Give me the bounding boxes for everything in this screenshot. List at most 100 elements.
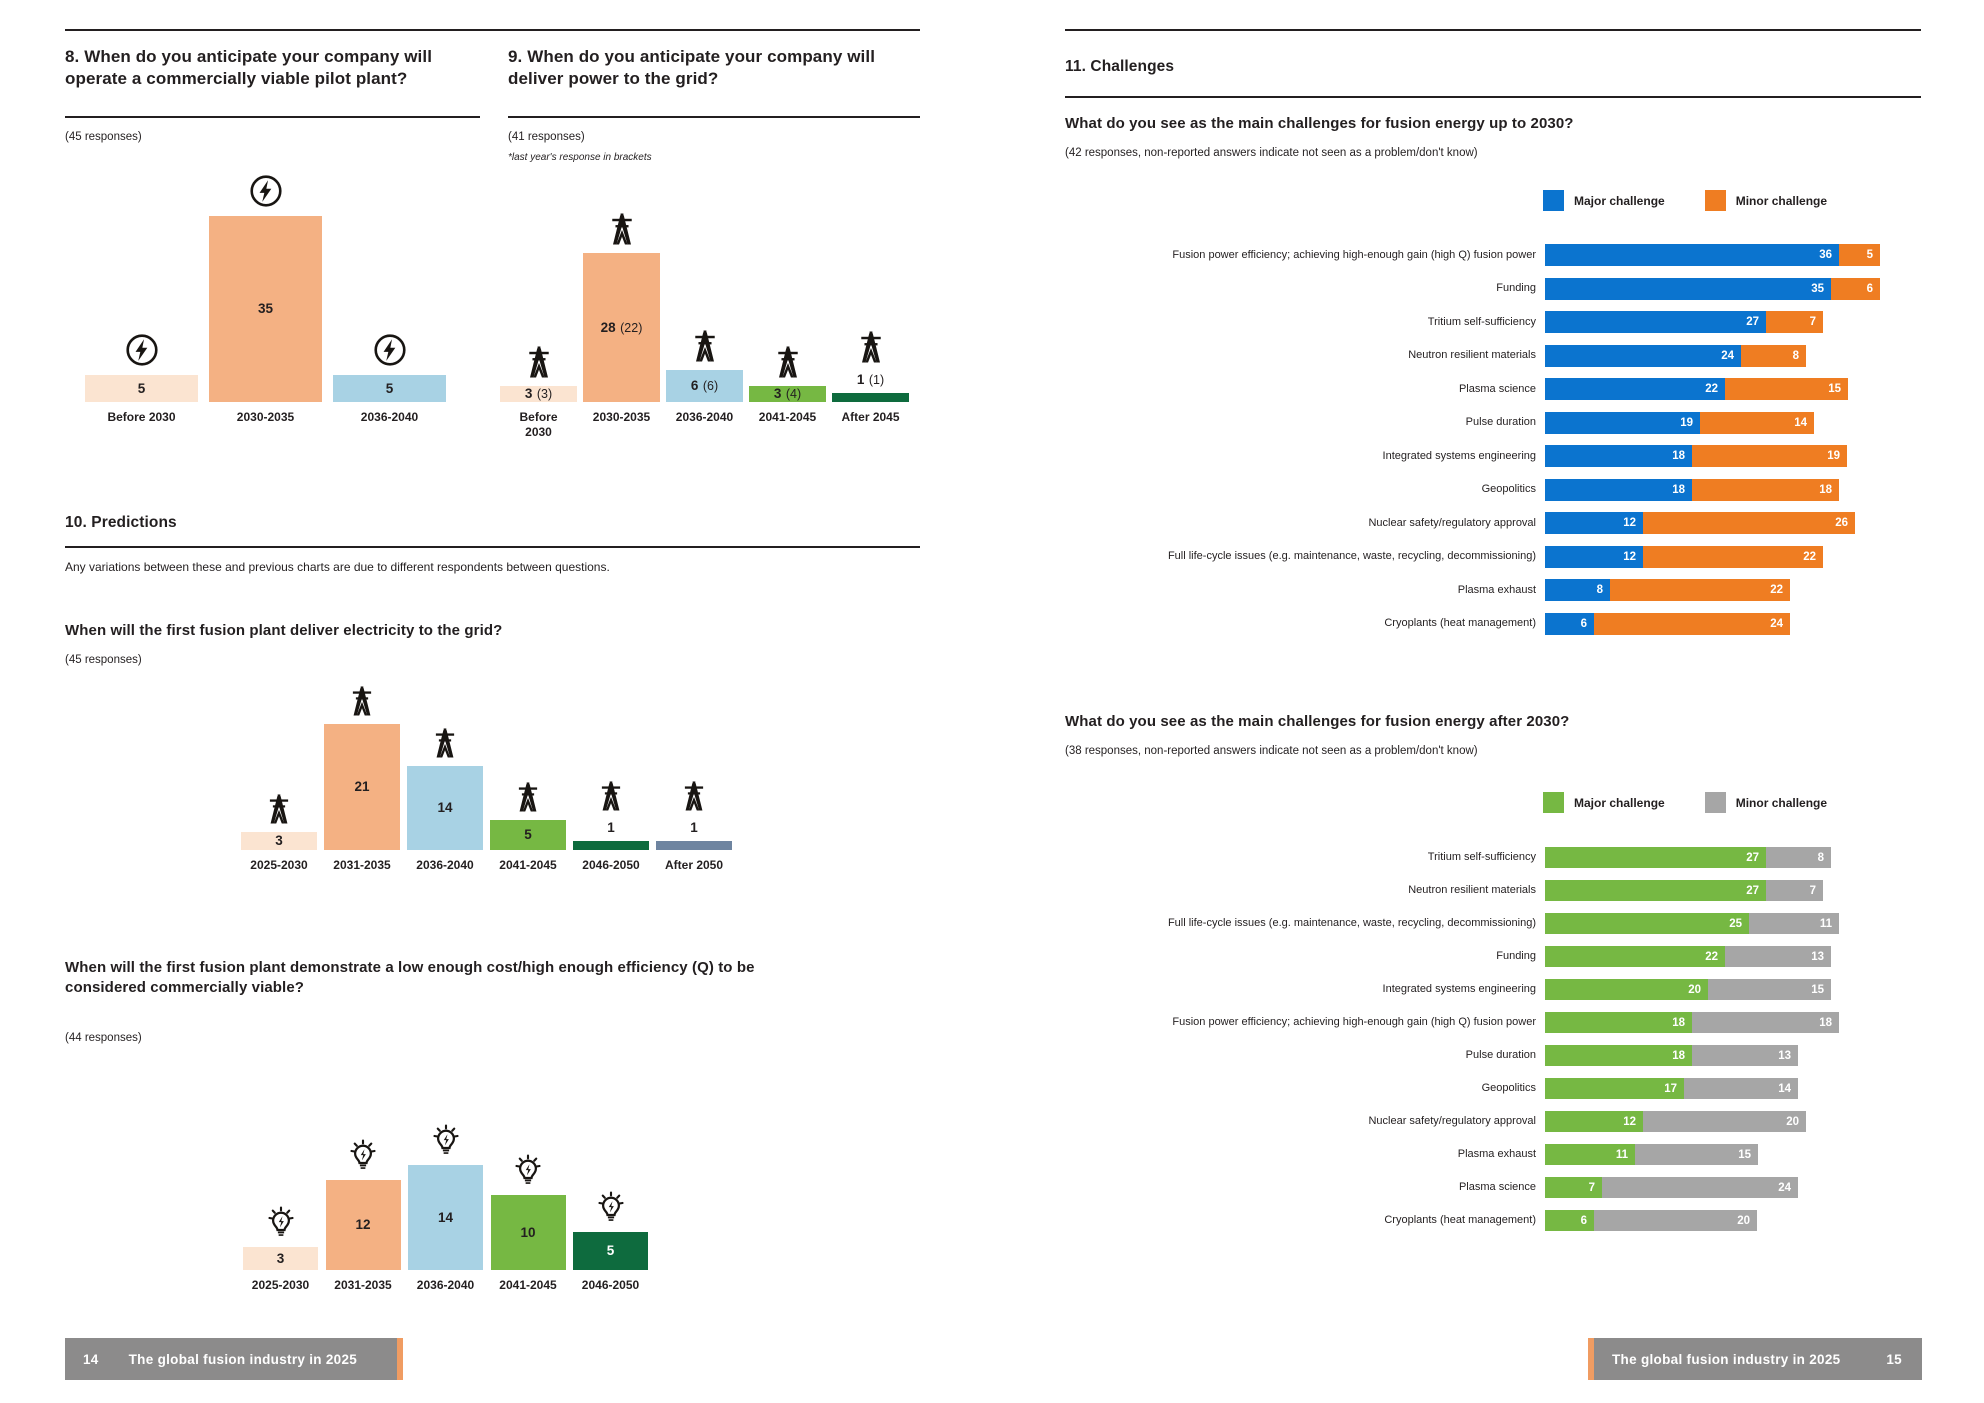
bar-segment-minor: 22 (1643, 545, 1823, 568)
bar-segment-major: 20 (1545, 979, 1708, 1000)
pylon-icon (514, 782, 542, 812)
bar-value-label: 14 (437, 1209, 454, 1225)
bar-value-label: 5 (385, 380, 394, 396)
challenge-row: Pulse duration 19 14 (1065, 411, 1880, 434)
bar-segment-major: 19 (1545, 411, 1700, 434)
bar-value-label: 14 (437, 800, 453, 815)
bulb-icon (348, 1138, 378, 1172)
category-label: 2041-2045 (499, 1278, 557, 1292)
bar-segment-minor: 11 (1749, 913, 1839, 934)
challenge-row: Geopolitics 18 18 (1065, 478, 1880, 501)
bar-After-2050 (656, 841, 732, 850)
bar-segment-major: 6 (1545, 612, 1594, 635)
stacked-bar: 18 19 (1545, 445, 1847, 467)
grid-question-heading: When will the first fusion plant deliver… (65, 622, 503, 639)
bar-value-label: 35 (257, 301, 274, 316)
legend-item-major: Major challenge (1543, 190, 1665, 211)
stacked-bar: 18 13 (1545, 1045, 1798, 1066)
stacked-bar: 27 7 (1545, 880, 1823, 901)
bar-segment-major: 18 (1545, 1012, 1692, 1033)
left-footer-title: The global fusion industry in 2025 (128, 1351, 358, 1367)
bar-segment-minor: 18 (1692, 1012, 1839, 1033)
chart-column: 5 (85, 160, 198, 402)
question-8-responses: (45 responses) (65, 131, 142, 143)
legend-item-minor: Minor challenge (1704, 792, 1828, 813)
bar-segment-major: 35 (1545, 277, 1831, 300)
challenges-after-2030-title: What do you see as the main challenges f… (1065, 713, 1570, 730)
category-label: 2046-2050 (582, 858, 640, 872)
chart-column: 10 (490, 1120, 566, 1270)
bar-segment-major: 22 (1545, 378, 1725, 400)
question-9-responses: (41 responses) (508, 131, 585, 143)
category-label: 2036-2040 (416, 1278, 475, 1292)
bar-2036-2040: 14 (408, 1165, 483, 1270)
chart-column: 1 (656, 700, 732, 850)
chart-column: 35 (209, 160, 322, 402)
row-label: Cryoplants (heat management) (1384, 617, 1536, 630)
challenge-row: Cryoplants (heat management) 6 24 (1065, 612, 1880, 635)
bar-segment-minor: 15 (1635, 1144, 1758, 1165)
bar-segment-minor: 19 (1692, 445, 1847, 467)
section-10-note: Any variations between these and previou… (65, 560, 610, 574)
chart-column: 3 (3) (500, 215, 577, 402)
bar-2031-2035: 12 (325, 1180, 401, 1270)
category-label: 2041-2045 (499, 858, 557, 872)
bar-segment-major: 18 (1545, 1045, 1692, 1066)
bar-segment-major: 11 (1545, 1144, 1635, 1165)
bar-segment-major: 17 (1545, 1078, 1684, 1099)
stacked-bar: 6 24 (1545, 612, 1790, 635)
bar-segment-major: 12 (1545, 545, 1643, 568)
bar-value-label: 10 (520, 1224, 536, 1240)
challenge-row: Plasma science 22 15 (1065, 378, 1880, 400)
chart-column: 14 (407, 700, 483, 850)
left-footer: 14 The global fusion industry in 2025 (65, 1338, 403, 1380)
bar-value-label: 3 (275, 833, 283, 848)
right-footer-title: The global fusion industry in 2025 (1612, 1351, 1841, 1367)
challenge-row: Neutron resilient materials 24 8 (1065, 344, 1880, 367)
bar-2036-2040: 5 (333, 375, 446, 402)
bar-segment-minor: 13 (1725, 946, 1831, 967)
major-challenge-label: Major challenge (1574, 193, 1665, 208)
question-9-heading: 9. When do you anticipate your company w… (508, 47, 876, 89)
challenge-row: Full life-cycle issues (e.g. maintenance… (1065, 545, 1880, 568)
bar-value-label: 3 (4) (773, 386, 802, 401)
viability-question-heading: When will the first fusion plant demonst… (65, 959, 755, 997)
bar-segment-minor: 14 (1700, 411, 1814, 434)
row-label: Plasma exhaust (1457, 1148, 1536, 1161)
bar-2046-2050: 5 (573, 1232, 648, 1270)
chart-column: 3 (243, 1120, 318, 1270)
bar-Before-2030: 5 (85, 375, 198, 402)
bar-value-label: 5 (137, 380, 146, 396)
category-label: 2036-2040 (360, 410, 419, 424)
pylon-icon (773, 346, 803, 378)
grid-question-responses: (45 responses) (65, 654, 142, 666)
minor-challenge-label: Minor challenge (1735, 795, 1828, 810)
chart-column: 3 (241, 700, 317, 850)
bolt-circle-icon (125, 333, 159, 367)
chart-column: 6 (6) (666, 215, 743, 402)
bulb-icon (513, 1153, 543, 1187)
section-11-underline (1065, 96, 1921, 98)
bar-2041-2045: 5 (490, 820, 566, 850)
pylon-icon (597, 781, 625, 811)
legend-item-minor: Minor challenge (1704, 190, 1827, 211)
challenge-row: Plasma exhaust 11 15 (1065, 1144, 1839, 1165)
pylon-icon (524, 346, 554, 378)
challenge-row: Cryoplants (heat management) 6 20 (1065, 1210, 1839, 1231)
challenges-after-2030-subtitle: (38 responses, non-reported answers indi… (1065, 745, 1478, 757)
stacked-bar: 7 24 (1545, 1177, 1798, 1198)
row-label: Geopolitics (1481, 1082, 1536, 1095)
row-label: Integrated systems engineering (1382, 449, 1536, 462)
row-label: Funding (1496, 282, 1536, 295)
row-label: Cryoplants (heat management) (1384, 1214, 1536, 1227)
bar-segment-minor: 22 (1610, 579, 1790, 601)
bar-2030-2035: 35 (209, 216, 322, 402)
legend-item-major: Major challenge (1543, 792, 1665, 813)
section-10-underline (65, 546, 920, 548)
right-page-top-rule (1065, 29, 1921, 31)
challenge-row: Integrated systems engineering 20 15 (1065, 979, 1839, 1000)
category-label: After 2050 (664, 858, 724, 872)
pylon-icon (856, 331, 886, 363)
row-label: Nuclear safety/regulatory approval (1368, 516, 1536, 529)
